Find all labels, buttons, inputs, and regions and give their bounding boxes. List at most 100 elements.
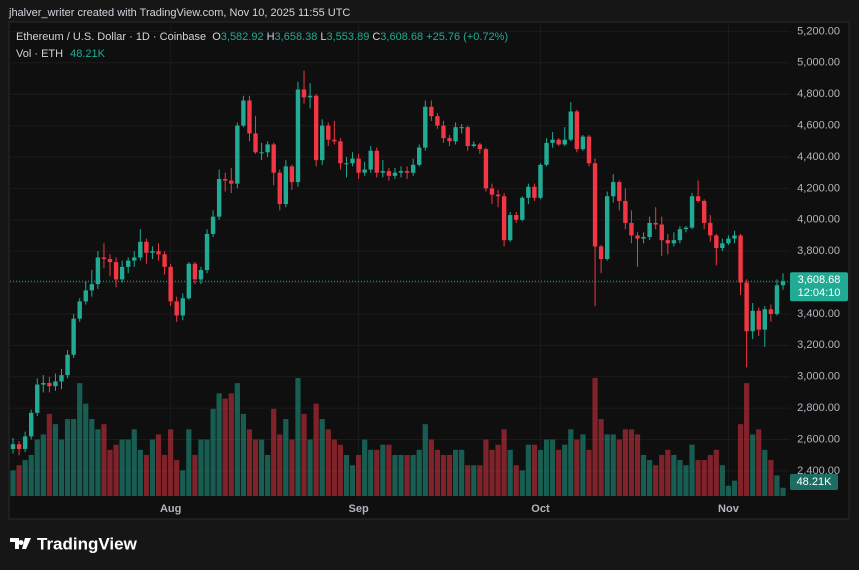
candle-body (326, 125, 331, 140)
candles (10, 70, 786, 456)
volume-bar (756, 429, 762, 496)
volume-bar (737, 424, 744, 496)
candle-body (95, 257, 101, 285)
volume-bar (343, 454, 350, 496)
volume-bar (107, 449, 113, 496)
volume-bar (768, 460, 774, 496)
candle-body (774, 285, 780, 314)
volume-bar (137, 449, 143, 496)
candle-body (132, 257, 137, 261)
candle-body (580, 136, 586, 150)
volume-bar (501, 429, 507, 496)
volume-bar (519, 470, 525, 496)
volume-bar (434, 449, 441, 496)
legend-row: Ethereum / U.S. Dollar · 1D · Coinbase O… (16, 29, 508, 46)
volume-bar (240, 413, 246, 496)
candle-body (265, 144, 270, 153)
candle-body (16, 444, 22, 449)
volume-bar (671, 454, 677, 496)
countdown: 12:04:10 (798, 287, 841, 299)
candle-body (532, 186, 537, 198)
volume-bar (319, 419, 325, 496)
candle-body (295, 89, 301, 183)
volume-bar (616, 439, 622, 496)
volume-bar (155, 434, 162, 496)
volume-bar (331, 439, 337, 496)
candle-body (174, 301, 179, 316)
y-tick-label: 2,600.00 (797, 433, 840, 445)
volume-bar (477, 465, 483, 496)
candle-body (465, 127, 470, 146)
volume-bar (380, 444, 386, 496)
volume-bar (392, 454, 398, 496)
candle-body (180, 298, 185, 316)
candle-body (738, 235, 743, 283)
candle-body (150, 251, 155, 253)
candle-body (701, 200, 707, 223)
candle-body (410, 164, 416, 173)
candle-body (77, 301, 82, 319)
volume-bar (89, 419, 95, 496)
volume-bar (71, 419, 77, 496)
volume-bar (665, 449, 671, 496)
volume-bar (246, 429, 253, 496)
volume-bar (64, 419, 71, 496)
y-tick-label: 5,200.00 (797, 25, 840, 37)
volume-bar (404, 454, 410, 496)
volume-bar (374, 449, 380, 496)
candle-body (750, 310, 755, 332)
volume-bar (168, 429, 174, 496)
logo: TradingView (10, 534, 138, 553)
candle-body (392, 172, 398, 176)
candle-body (695, 196, 701, 201)
volume-bar (774, 475, 780, 496)
volume-bar (252, 439, 259, 496)
volume-value: 48.21K (70, 48, 106, 60)
candle-body (398, 171, 404, 173)
candle-body (404, 171, 410, 173)
volume-bar (313, 403, 319, 496)
ohlc-value: 3,658.38 (274, 31, 318, 43)
volume-bar (277, 434, 283, 496)
candle-body (156, 251, 161, 255)
volume-bar (459, 449, 465, 496)
volume-bar (731, 480, 738, 496)
x-tick-label: Sep (348, 503, 368, 515)
candle-body (611, 182, 616, 197)
candle-body (677, 229, 683, 241)
candle-body (592, 163, 598, 247)
volume-bar (562, 444, 568, 496)
candle-body (562, 139, 567, 145)
volume-bar (556, 449, 562, 496)
volume-bar (180, 470, 186, 496)
volume-bar (325, 429, 331, 496)
candle-body (138, 241, 143, 258)
candle-body (10, 444, 16, 449)
volume-bar (465, 465, 471, 496)
x-tick-label: Oct (531, 503, 550, 515)
volume-bar (719, 465, 725, 496)
ohlc-value: 3,582.92 (220, 31, 264, 43)
y-tick-label: 2,400.00 (797, 465, 840, 477)
volume-bar (337, 444, 344, 496)
volume-bar (258, 439, 265, 496)
volume-bar (398, 454, 404, 496)
volume-bar (416, 449, 422, 496)
candle-body (259, 152, 264, 154)
candle-body (744, 282, 749, 332)
volume-bar (410, 454, 416, 496)
candle-body (708, 222, 713, 236)
volume-bar (495, 444, 501, 496)
candle-body (768, 309, 774, 314)
volume-badge-label: 48.21K (797, 476, 833, 488)
candle-body (313, 95, 319, 161)
candle-body (598, 246, 604, 260)
candle-body (586, 136, 592, 164)
candle-body (83, 290, 88, 302)
y-tick-label: 4,800.00 (797, 88, 840, 100)
volume-bar (271, 408, 277, 496)
candle-body (223, 178, 228, 181)
candle-body (198, 270, 204, 280)
volume-bar (125, 439, 131, 496)
